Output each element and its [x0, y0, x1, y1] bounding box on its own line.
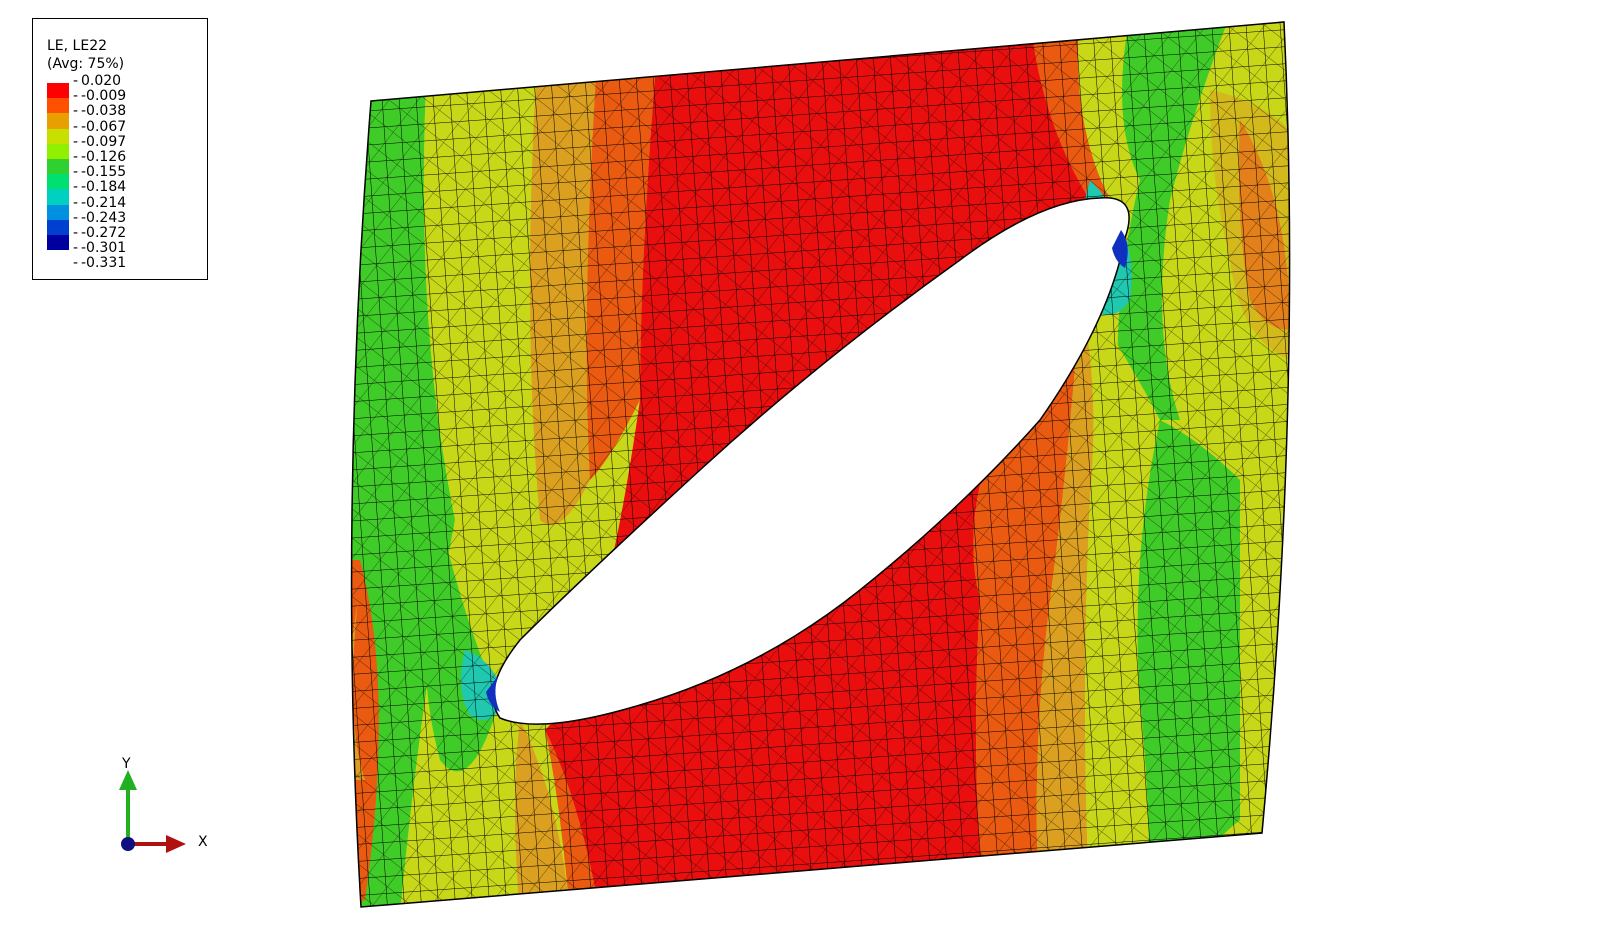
x-axis-label: X [198, 834, 208, 850]
legend-value: -0.272 [73, 225, 126, 241]
legend-swatch [47, 128, 69, 144]
legend-color-bar [47, 83, 69, 251]
triad-graphic [119, 770, 186, 853]
legend-value: -0.038 [73, 104, 126, 119]
axis-triad: Y X [108, 756, 218, 860]
legend-labels: 0.020-0.009-0.038-0.067-0.097-0.126-0.15… [73, 73, 126, 271]
legend-swatch [47, 158, 69, 175]
x-axis-arrowhead [166, 835, 186, 853]
legend-swatch [47, 204, 69, 220]
legend-value: -0.097 [73, 134, 126, 150]
plate-outline [350, 21, 1291, 908]
legend-value: -0.067 [73, 119, 126, 135]
legend-value: -0.331 [73, 256, 126, 271]
y-axis-label: Y [122, 756, 131, 772]
legend-swatch [47, 98, 69, 114]
legend-swatch [47, 143, 69, 159]
legend-value: -0.301 [73, 240, 126, 256]
origin-dot [121, 837, 135, 851]
legend-value: -0.126 [73, 149, 126, 165]
legend-swatch [47, 189, 69, 205]
contour-legend[interactable]: LE, LE22 (Avg: 75%) 0.020-0.009-0.038-0.… [32, 18, 208, 280]
legend-swatch [47, 234, 69, 251]
legend-swatch [47, 174, 69, 190]
legend-value: -0.009 [73, 88, 126, 104]
legend-swatch [47, 219, 69, 235]
legend-title: LE, LE22 [47, 38, 108, 54]
y-axis-arrowhead [119, 770, 137, 790]
legend-value: 0.020 [73, 73, 126, 89]
legend-value: -0.184 [73, 180, 126, 195]
legend-value: -0.155 [73, 164, 126, 180]
legend-value: -0.243 [73, 210, 126, 226]
hole-tip-min-left [486, 676, 500, 712]
hole-tip-min-right [1112, 230, 1128, 268]
legend-value: -0.214 [73, 195, 126, 211]
legend-subtitle: (Avg: 75%) [47, 56, 125, 72]
legend-swatch [47, 83, 69, 99]
legend-swatch [47, 113, 69, 129]
